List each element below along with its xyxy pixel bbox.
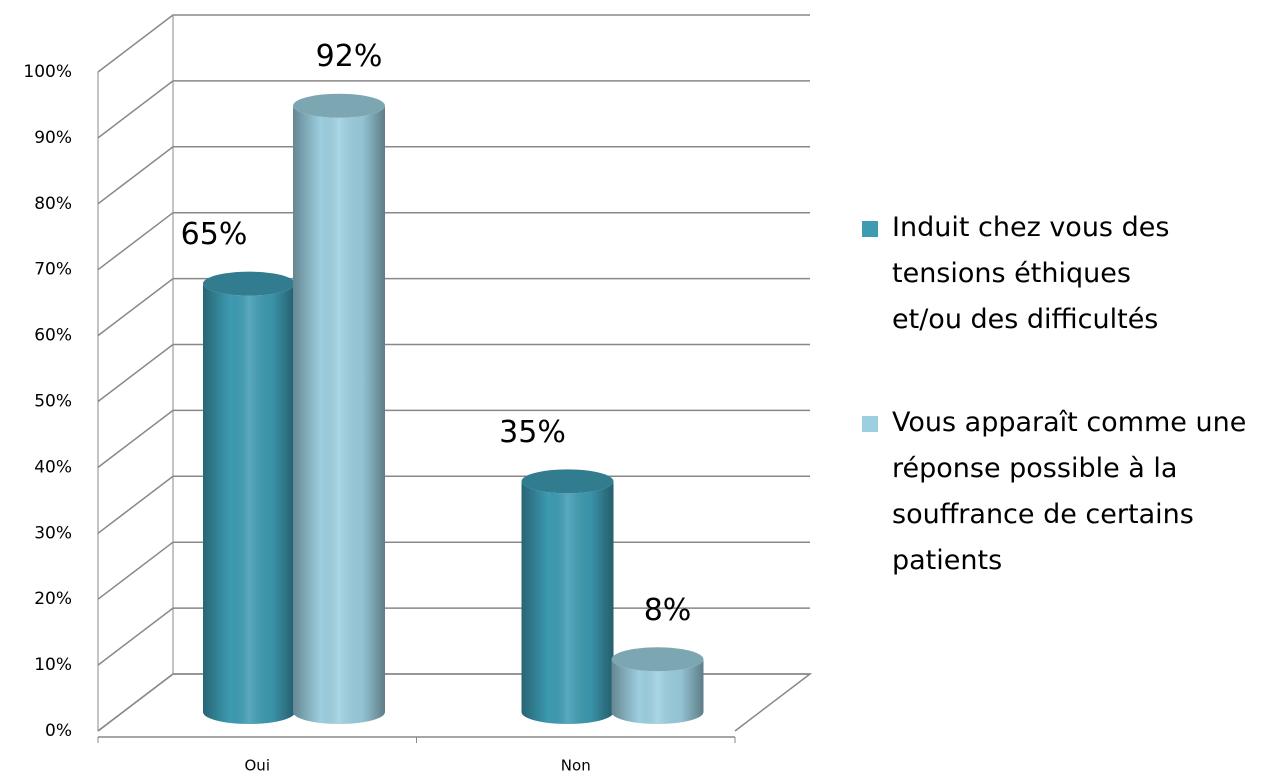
y-tick-label: 10% bbox=[34, 655, 72, 675]
y-tick-label: 100% bbox=[23, 62, 72, 82]
x-tick-label: Non bbox=[561, 757, 591, 775]
y-tick-label: 20% bbox=[34, 589, 72, 609]
legend-label: Induit chez vous des tensions éthiques e… bbox=[892, 212, 1170, 335]
y-tick-label: 30% bbox=[34, 523, 72, 543]
grid-line bbox=[97, 211, 810, 271]
bar-shade bbox=[611, 659, 704, 724]
value-label: 65% bbox=[181, 217, 248, 252]
bar-top bbox=[521, 469, 614, 494]
bar-shade bbox=[521, 481, 614, 724]
y-tick-label: 90% bbox=[34, 128, 72, 148]
y-tick-label: 0% bbox=[45, 721, 72, 741]
grid-line bbox=[97, 277, 810, 337]
value-label: 35% bbox=[499, 415, 566, 450]
bar-top bbox=[293, 93, 385, 118]
grid-line bbox=[97, 14, 810, 73]
grid-line bbox=[97, 343, 810, 403]
bar-shade bbox=[203, 283, 295, 724]
legend-swatch bbox=[862, 221, 878, 237]
legend-label: Vous apparaît comme une réponse possible… bbox=[892, 407, 1247, 576]
y-tick-label: 70% bbox=[34, 260, 72, 280]
x-tick-label: Oui bbox=[245, 757, 270, 775]
bar-top bbox=[611, 647, 704, 672]
legend-item: Vous apparaît comme une réponse possible… bbox=[862, 400, 1262, 584]
value-label: 8% bbox=[644, 593, 692, 628]
grid-line bbox=[97, 80, 810, 139]
grid-line bbox=[97, 146, 810, 205]
y-tick-label: 40% bbox=[34, 457, 72, 477]
y-tick-label: 80% bbox=[34, 194, 72, 214]
legend-swatch bbox=[862, 416, 878, 432]
y-tick-label: 60% bbox=[34, 326, 72, 346]
legend-item: Induit chez vous des tensions éthiques e… bbox=[862, 205, 1262, 343]
grid-line bbox=[97, 409, 810, 468]
value-label: 92% bbox=[316, 39, 383, 74]
bar-top bbox=[203, 271, 295, 296]
y-tick-label: 50% bbox=[34, 392, 72, 412]
bar-shade bbox=[293, 105, 385, 724]
